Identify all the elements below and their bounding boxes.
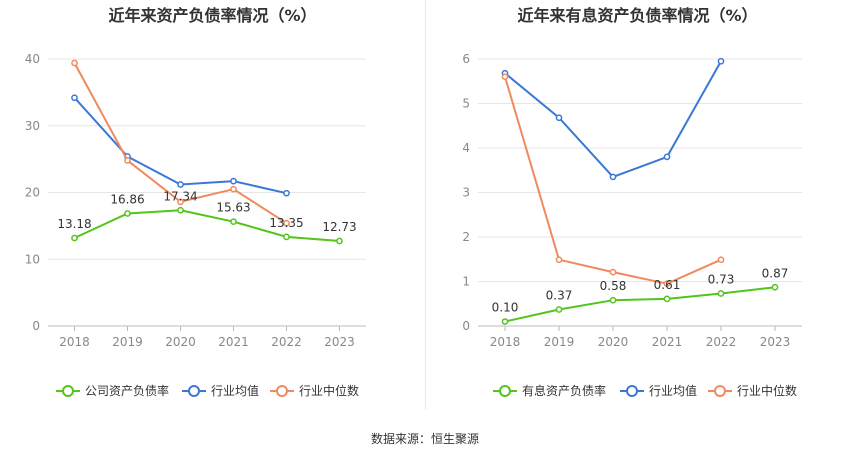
- data-point: [717, 57, 725, 65]
- legend-marker: [62, 385, 74, 397]
- data-label: 0.61: [654, 278, 681, 292]
- data-point: [663, 280, 671, 288]
- legend-label: 公司资产负债率: [85, 383, 169, 398]
- x-tick-label: 2022: [271, 335, 302, 349]
- x-tick-label: 2019: [112, 335, 143, 349]
- x-tick-label: 2020: [165, 335, 196, 349]
- data-point: [124, 157, 131, 164]
- data-point: [555, 256, 563, 264]
- legend-marker: [714, 385, 726, 397]
- data-point: [663, 153, 671, 161]
- x-tick-label: 2021: [652, 335, 683, 349]
- data-point: [71, 59, 78, 67]
- data-point: [717, 256, 725, 264]
- data-label: 0.73: [708, 273, 735, 287]
- data-point: [336, 237, 343, 245]
- data-point: [717, 290, 725, 297]
- legend-marker: [188, 385, 200, 397]
- data-point: [771, 283, 779, 291]
- y-tick-label: 2: [462, 230, 470, 244]
- x-tick-label: 2023: [760, 335, 791, 349]
- y-tick-label: 4: [462, 141, 470, 155]
- y-tick-label: 0: [462, 319, 470, 333]
- data-label: 0.58: [600, 279, 627, 293]
- series-line: [73, 97, 287, 195]
- series-line: [504, 286, 776, 323]
- y-tick-label: 5: [462, 97, 470, 111]
- data-point: [609, 296, 617, 304]
- data-point: [555, 306, 563, 313]
- legend-marker: [626, 385, 638, 397]
- y-tick-label: 1: [462, 275, 470, 289]
- data-point: [501, 318, 509, 325]
- data-point: [177, 206, 184, 214]
- data-label: 15.63: [216, 201, 250, 215]
- chart-title: 近年来资产负债率情况（%）: [108, 6, 317, 25]
- legend-label: 行业均值: [649, 383, 697, 398]
- legend-item[interactable]: 行业均值: [182, 383, 259, 398]
- panel-divider: [425, 0, 426, 410]
- y-tick-label: 10: [25, 252, 40, 266]
- data-point: [501, 73, 509, 81]
- chart-panel-debt-ratio: 近年来资产负债率情况（%） 0 10 20 30 40 2018 2019 2020 2021 2…: [0, 0, 425, 410]
- x-tick-label: 2018: [490, 335, 521, 349]
- data-point: [283, 219, 290, 227]
- legend-item[interactable]: 行业中位数: [270, 383, 359, 398]
- legend-item[interactable]: 公司资产负债率: [56, 383, 169, 398]
- legend-marker: [499, 385, 511, 397]
- data-point: [283, 189, 290, 197]
- y-tick-label: 6: [462, 52, 470, 66]
- data-point: [124, 210, 131, 217]
- interest-debt-ratio-chart: 0 1 2 3 4 5 6 2018 2019 2020 2021 2022 2023 0.10 0.37 0…: [462, 52, 802, 398]
- data-point: [71, 234, 78, 242]
- legend-label: 有息资产负债率: [522, 383, 606, 398]
- y-tick-label: 40: [25, 52, 40, 66]
- data-label: 12.73: [322, 220, 356, 234]
- data-point: [609, 268, 617, 276]
- chart-panel-interest-debt-ratio: 近年来有息资产负债率情况（%） 0 1 2 3 4 5 6 2018 2019 2020 2021 2…: [425, 0, 850, 410]
- data-point: [230, 218, 237, 226]
- legend-label: 行业中位数: [737, 383, 797, 398]
- legend-marker: [276, 385, 288, 397]
- y-tick-label: 0: [32, 319, 40, 333]
- x-tick-label: 2020: [598, 335, 629, 349]
- x-tick-label: 2021: [218, 335, 249, 349]
- data-label: 0.37: [546, 289, 573, 303]
- data-point: [230, 185, 237, 193]
- data-point: [609, 173, 617, 181]
- y-tick-label: 3: [462, 186, 470, 200]
- data-label: 13.18: [57, 217, 91, 231]
- chart-title: 近年来有息资产负债率情况（%）: [517, 6, 758, 25]
- legend-item[interactable]: 行业均值: [620, 383, 697, 398]
- data-point: [663, 295, 671, 303]
- y-tick-label: 20: [25, 186, 40, 200]
- data-label: 13.35: [269, 216, 303, 230]
- legend-label: 行业均值: [211, 383, 259, 398]
- data-label: 0.87: [762, 266, 789, 280]
- series-line: [74, 209, 340, 243]
- data-point: [283, 233, 290, 241]
- series-line: [504, 60, 722, 179]
- legend-label: 行业中位数: [299, 383, 359, 398]
- data-point: [230, 177, 237, 185]
- debt-ratio-chart: 0 10 20 30 40 2018 2019 2020 2021 2022 2023 13.18 16…: [25, 52, 366, 398]
- data-point: [71, 94, 78, 102]
- data-point: [555, 114, 563, 122]
- data-source: 数据来源：恒生聚源: [370, 432, 479, 446]
- data-label: 17.34: [163, 189, 197, 203]
- x-tick-label: 2019: [544, 335, 575, 349]
- legend-item[interactable]: 行业中位数: [708, 383, 797, 398]
- data-label: 0.10: [492, 301, 519, 315]
- y-tick-label: 30: [25, 119, 40, 133]
- x-tick-label: 2023: [324, 335, 355, 349]
- data-point: [177, 198, 184, 206]
- x-tick-label: 2022: [706, 335, 737, 349]
- data-label: 16.86: [110, 192, 144, 206]
- x-tick-label: 2018: [59, 335, 90, 349]
- data-point: [177, 181, 184, 188]
- legend-item[interactable]: 有息资产负债率: [493, 383, 606, 398]
